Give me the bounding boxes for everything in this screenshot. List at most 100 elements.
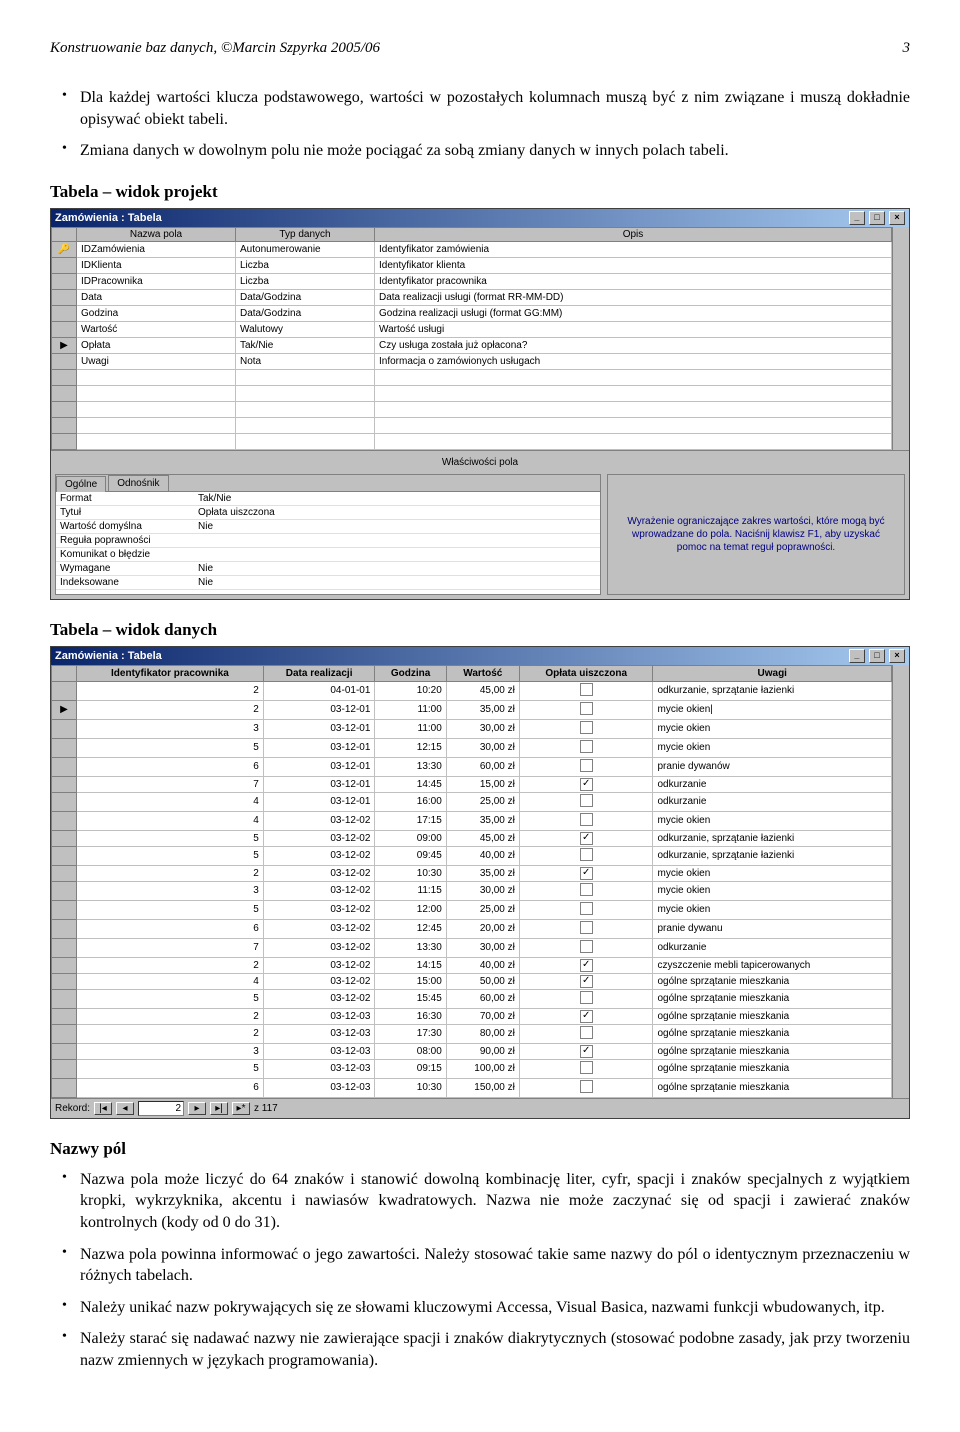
data-cell[interactable]: 03-12-02 [263, 989, 375, 1008]
field-definition-grid[interactable]: Nazwa pola Typ danych Opis 🔑 IDZamówieni… [51, 227, 892, 450]
data-cell[interactable]: mycie okien [653, 811, 892, 830]
field-desc-cell[interactable]: Czy usługa została już opłacona? [375, 337, 892, 353]
checkbox-cell[interactable]: ✓ [519, 865, 653, 881]
data-cell[interactable]: 10:30 [375, 865, 446, 881]
checkbox-cell[interactable]: ✓ [519, 1008, 653, 1024]
data-cell[interactable]: 03-12-02 [263, 830, 375, 846]
data-cell[interactable]: 17:30 [375, 1024, 446, 1043]
row-selector[interactable] [52, 900, 77, 919]
data-cell[interactable]: odkurzanie, sprzątanie łazienki [653, 681, 892, 700]
field-type-cell[interactable]: Autonumerowanie [236, 241, 375, 257]
checkbox-cell[interactable] [519, 792, 653, 811]
data-cell[interactable]: 03-12-02 [263, 938, 375, 957]
row-selector[interactable] [52, 989, 77, 1008]
row-selector[interactable] [52, 881, 77, 900]
data-cell[interactable]: odkurzanie, sprzątanie łazienki [653, 846, 892, 865]
data-cell[interactable]: 03-12-02 [263, 973, 375, 989]
data-cell[interactable]: 13:30 [375, 938, 446, 957]
data-cell[interactable]: 5 [77, 738, 264, 757]
data-cell[interactable]: 35,00 zł [446, 700, 519, 719]
data-cell[interactable]: 7 [77, 938, 264, 957]
checkbox-cell[interactable]: ✓ [519, 973, 653, 989]
field-type-cell[interactable]: Tak/Nie [236, 337, 375, 353]
data-cell[interactable]: 5 [77, 989, 264, 1008]
data-cell[interactable]: 60,00 zł [446, 757, 519, 776]
data-cell[interactable]: 25,00 zł [446, 900, 519, 919]
data-cell[interactable]: 2 [77, 681, 264, 700]
data-cell[interactable]: 5 [77, 830, 264, 846]
row-selector[interactable] [52, 776, 77, 792]
checkbox-cell[interactable] [519, 989, 653, 1008]
data-cell[interactable]: 03-12-01 [263, 757, 375, 776]
row-selector[interactable] [52, 353, 77, 369]
data-cell[interactable]: 12:00 [375, 900, 446, 919]
data-cell[interactable]: 60,00 zł [446, 989, 519, 1008]
nav-first-button[interactable]: |◂ [94, 1102, 112, 1115]
data-cell[interactable]: 6 [77, 1078, 264, 1097]
data-cell[interactable]: 3 [77, 1043, 264, 1059]
row-selector[interactable] [52, 719, 77, 738]
data-cell[interactable]: 5 [77, 1059, 264, 1078]
data-cell[interactable]: 30,00 zł [446, 738, 519, 757]
col-header[interactable]: Godzina [375, 665, 446, 681]
data-cell[interactable]: 03-12-01 [263, 719, 375, 738]
data-cell[interactable]: 30,00 zł [446, 719, 519, 738]
data-cell[interactable]: 14:15 [375, 957, 446, 973]
checkbox-cell[interactable] [519, 1059, 653, 1078]
data-cell[interactable]: 5 [77, 846, 264, 865]
data-cell[interactable]: ogólne sprzątanie mieszkania [653, 1008, 892, 1024]
row-selector[interactable] [52, 1024, 77, 1043]
data-cell[interactable]: 12:45 [375, 919, 446, 938]
data-cell[interactable]: 03-12-03 [263, 1043, 375, 1059]
checkbox-cell[interactable] [519, 700, 653, 719]
data-cell[interactable]: 6 [77, 919, 264, 938]
data-cell[interactable]: 17:15 [375, 811, 446, 830]
data-cell[interactable]: ogólne sprzątanie mieszkania [653, 1078, 892, 1097]
checkbox-cell[interactable] [519, 811, 653, 830]
checkbox-cell[interactable] [519, 757, 653, 776]
row-selector[interactable] [52, 1043, 77, 1059]
checkbox-cell[interactable] [519, 1078, 653, 1097]
data-cell[interactable]: 03-12-01 [263, 776, 375, 792]
data-cell[interactable]: 03-12-02 [263, 881, 375, 900]
data-cell[interactable]: 03-12-03 [263, 1008, 375, 1024]
prop-value[interactable]: Opłata uiszczona [194, 505, 600, 519]
data-cell[interactable]: mycie okien [653, 865, 892, 881]
field-name-cell[interactable]: Godzina [77, 305, 236, 321]
checkbox-cell[interactable]: ✓ [519, 776, 653, 792]
nav-new-button[interactable]: ▸* [232, 1102, 250, 1115]
prop-value[interactable]: Tak/Nie [194, 492, 600, 506]
field-desc-cell[interactable]: Identyfikator klienta [375, 257, 892, 273]
field-desc-cell[interactable]: Informacja o zamówionych usługach [375, 353, 892, 369]
nav-prev-button[interactable]: ◂ [116, 1102, 134, 1115]
maximize-button[interactable]: □ [869, 649, 885, 663]
tab-lookup[interactable]: Odnośnik [108, 475, 168, 491]
data-cell[interactable]: 150,00 zł [446, 1078, 519, 1097]
row-selector[interactable] [52, 757, 77, 776]
col-header[interactable]: Uwagi [653, 665, 892, 681]
checkbox-cell[interactable]: ✓ [519, 957, 653, 973]
data-cell[interactable]: 35,00 zł [446, 865, 519, 881]
data-cell[interactable]: 40,00 zł [446, 957, 519, 973]
nav-last-button[interactable]: ▸| [210, 1102, 228, 1115]
data-cell[interactable]: 45,00 zł [446, 681, 519, 700]
checkbox-cell[interactable]: ✓ [519, 1043, 653, 1059]
checkbox-cell[interactable] [519, 1024, 653, 1043]
data-cell[interactable]: 40,00 zł [446, 846, 519, 865]
data-cell[interactable]: 03-12-03 [263, 1078, 375, 1097]
field-desc-cell[interactable]: Identyfikator zamówienia [375, 241, 892, 257]
field-desc-cell[interactable]: Godzina realizacji usługi (format GG:MM) [375, 305, 892, 321]
field-type-cell[interactable]: Walutowy [236, 321, 375, 337]
data-cell[interactable]: 12:15 [375, 738, 446, 757]
row-selector[interactable] [52, 1008, 77, 1024]
data-cell[interactable]: 80,00 zł [446, 1024, 519, 1043]
field-name-cell[interactable]: IDPracownika [77, 273, 236, 289]
checkbox-cell[interactable] [519, 919, 653, 938]
checkbox-cell[interactable] [519, 846, 653, 865]
checkbox-cell[interactable] [519, 738, 653, 757]
data-cell[interactable]: 2 [77, 865, 264, 881]
data-cell[interactable]: 11:00 [375, 700, 446, 719]
data-cell[interactable]: 30,00 zł [446, 938, 519, 957]
data-grid[interactable]: Identyfikator pracownikaData realizacjiG… [51, 665, 892, 1098]
row-selector[interactable] [52, 289, 77, 305]
